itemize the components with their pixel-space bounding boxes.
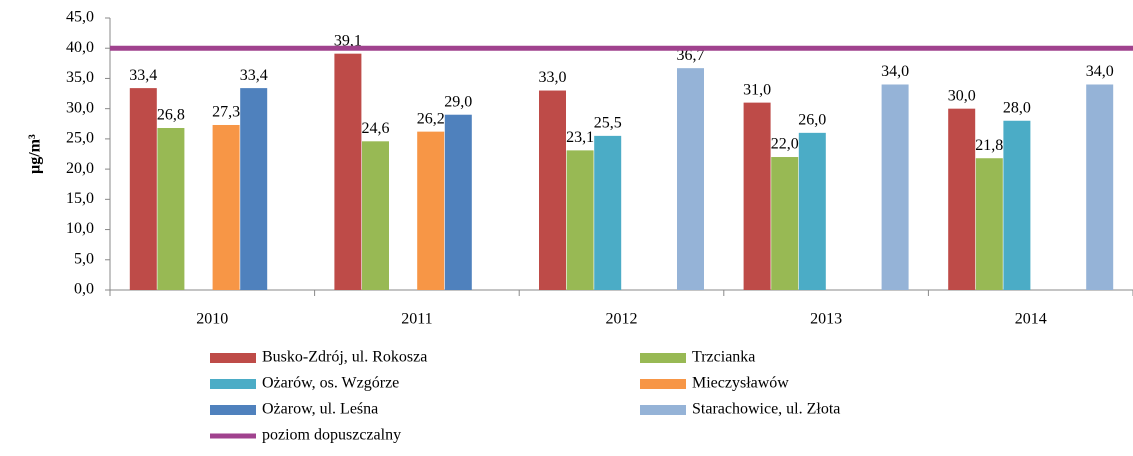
value-label: 26,2 <box>417 110 445 127</box>
bar <box>594 135 622 290</box>
legend-label: Ożarow, ul. Leśna <box>262 401 378 418</box>
value-label: 21,8 <box>975 137 1003 154</box>
y-tick-label: 10,0 <box>66 220 94 237</box>
value-label: 36,7 <box>677 47 705 64</box>
x-tick-label: 2012 <box>606 311 638 328</box>
bar <box>771 157 799 290</box>
y-tick-label: 25,0 <box>66 130 94 147</box>
bar <box>975 158 1003 290</box>
bar <box>677 68 704 291</box>
bar <box>948 108 976 291</box>
legend-label: Starachowice, ul. Złota <box>692 401 840 418</box>
legend-label: poziom dopuszczalny <box>262 427 401 444</box>
legend-swatch <box>640 353 686 363</box>
y-tick-label: 35,0 <box>66 69 94 86</box>
y-tick-label: 0,0 <box>74 281 94 298</box>
value-label: 26,8 <box>157 107 185 124</box>
bar <box>157 128 185 290</box>
y-tick-label: 20,0 <box>66 160 94 177</box>
legend-swatch <box>210 405 256 415</box>
y-tick-label: 45,0 <box>66 9 94 26</box>
bar <box>743 102 771 290</box>
x-tick-label: 2010 <box>196 311 228 328</box>
x-tick-label: 2013 <box>810 311 842 328</box>
legend-swatch <box>640 379 686 389</box>
x-tick-label: 2014 <box>1015 311 1047 328</box>
value-label: 27,3 <box>212 104 240 121</box>
y-tick-label: 15,0 <box>66 190 94 207</box>
value-label: 39,1 <box>334 32 362 49</box>
bar <box>566 150 594 290</box>
bar <box>240 88 268 290</box>
bar <box>1086 84 1114 290</box>
x-tick-label: 2011 <box>401 311 432 328</box>
value-label: 34,0 <box>1086 63 1114 80</box>
legend-label: Mieczysławów <box>692 375 789 392</box>
legend-swatch <box>210 353 256 363</box>
bar <box>444 114 472 290</box>
bar <box>881 84 909 290</box>
bar <box>798 132 826 290</box>
bar <box>334 53 362 290</box>
legend-label: Busko-Zdrój, ul. Rokosza <box>262 349 427 366</box>
value-label: 24,6 <box>362 120 390 137</box>
y-tick-label: 5,0 <box>74 250 94 267</box>
value-label: 22,0 <box>771 136 799 153</box>
y-axis-label: μg/m³ <box>27 134 44 174</box>
value-label: 28,0 <box>1003 99 1031 116</box>
legend-label: Trzcianka <box>692 349 755 366</box>
value-label: 26,0 <box>798 112 826 129</box>
value-label: 33,4 <box>240 67 268 84</box>
y-tick-label: 40,0 <box>66 39 94 56</box>
value-label: 33,0 <box>539 69 567 86</box>
legend-label: Ożarów, os. Wzgórze <box>262 375 399 392</box>
bar <box>539 90 566 291</box>
value-label: 29,0 <box>444 93 472 110</box>
value-label: 34,0 <box>881 63 909 80</box>
bar <box>1003 120 1031 290</box>
value-label: 25,5 <box>594 115 622 132</box>
value-label: 31,0 <box>743 81 771 98</box>
bar <box>417 131 445 290</box>
y-tick-label: 30,0 <box>66 99 94 116</box>
value-label: 23,1 <box>566 129 594 146</box>
bar <box>129 88 157 290</box>
value-label: 30,0 <box>948 87 976 104</box>
bar <box>362 141 389 290</box>
legend-swatch <box>640 405 686 415</box>
legend-swatch <box>210 379 256 389</box>
value-label: 33,4 <box>129 67 157 84</box>
bar <box>212 124 240 290</box>
